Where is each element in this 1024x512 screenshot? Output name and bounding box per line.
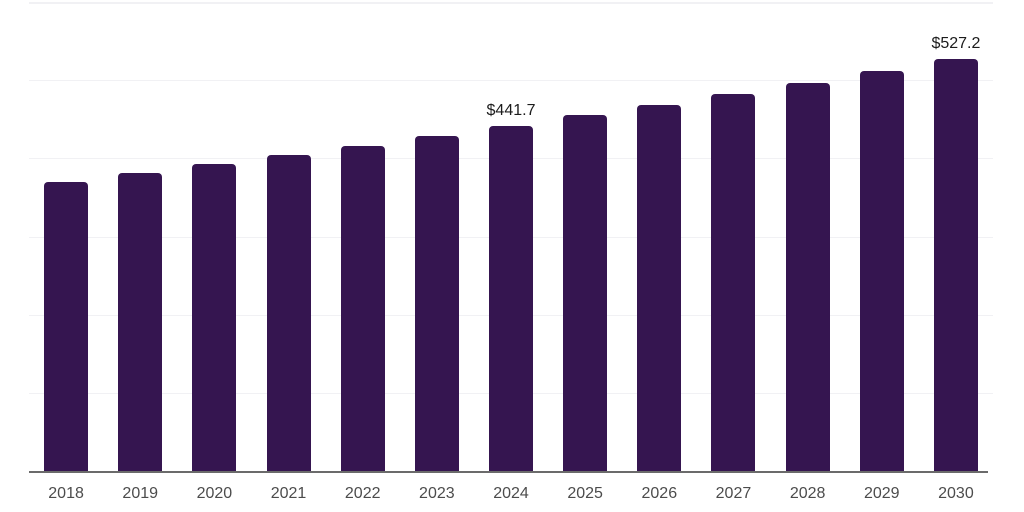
x-axis-label-2019: 2019 [122, 485, 159, 502]
bar-2025[interactable] [563, 115, 608, 471]
x-axis-label-2030: 2030 [938, 485, 974, 502]
bar-2022[interactable] [340, 145, 385, 471]
x-axis-line [29, 471, 988, 473]
bar-2029[interactable] [859, 70, 904, 471]
x-axis-label-2028: 2028 [789, 485, 826, 502]
x-axis-label-2027: 2027 [715, 485, 752, 502]
gridline-600 [29, 2, 993, 4]
bar-2021[interactable] [266, 154, 311, 471]
bar-2023[interactable] [414, 135, 459, 471]
gridline-500 [29, 80, 993, 82]
x-axis-label-2025: 2025 [567, 485, 603, 502]
x-axis-label-2018: 2018 [48, 485, 84, 502]
x-axis-label-2029: 2029 [863, 485, 900, 502]
x-axis-label-2024: 2024 [493, 485, 529, 502]
bar-2024[interactable] [489, 125, 533, 471]
bar-2020[interactable] [192, 164, 237, 471]
x-axis-label-2022: 2022 [344, 485, 381, 502]
bar-value-label-2024: $441.7 [486, 101, 536, 119]
bar-2028[interactable] [785, 82, 830, 471]
x-axis-label-2021: 2021 [270, 485, 307, 502]
x-axis-label-2023: 2023 [419, 485, 455, 502]
bar-2019[interactable] [118, 173, 163, 471]
bar-2030[interactable] [933, 58, 978, 471]
x-axis-label-2026: 2026 [641, 485, 678, 502]
bar-2018[interactable] [44, 181, 89, 471]
x-axis-label-2020: 2020 [196, 485, 233, 502]
bar-2026[interactable] [637, 104, 682, 471]
bar-2027[interactable] [711, 93, 756, 471]
bar-value-label-2030: $527.2 [931, 34, 981, 52]
